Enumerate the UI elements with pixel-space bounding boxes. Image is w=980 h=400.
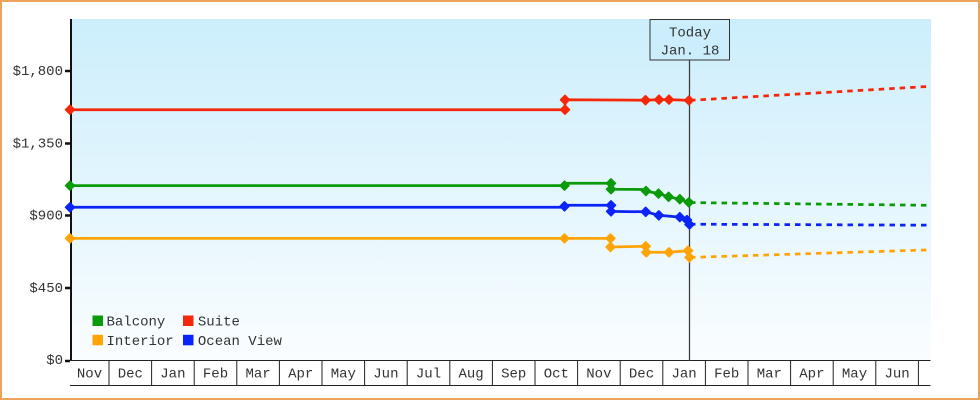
svg-text:Nov: Nov: [586, 367, 611, 383]
svg-text:$450: $450: [29, 281, 63, 297]
svg-text:Balcony: Balcony: [107, 315, 166, 331]
svg-text:$1,800: $1,800: [13, 64, 63, 80]
svg-text:Oct: Oct: [544, 367, 569, 383]
svg-text:Jul: Jul: [416, 367, 441, 383]
svg-text:$0: $0: [46, 353, 63, 369]
svg-text:May: May: [331, 367, 356, 383]
svg-text:Nov: Nov: [77, 367, 102, 383]
svg-text:Sep: Sep: [501, 367, 526, 383]
svg-text:Apr: Apr: [799, 367, 824, 383]
svg-text:May: May: [842, 367, 867, 383]
svg-text:Dec: Dec: [629, 367, 654, 383]
svg-text:Suite: Suite: [198, 315, 240, 331]
svg-text:Mar: Mar: [757, 367, 782, 383]
svg-text:Feb: Feb: [203, 367, 228, 383]
svg-text:Jan. 18: Jan. 18: [661, 44, 720, 60]
svg-text:Feb: Feb: [714, 367, 739, 383]
svg-text:Mar: Mar: [245, 367, 270, 383]
svg-text:Jan: Jan: [671, 367, 696, 383]
svg-text:Interior: Interior: [107, 334, 174, 350]
svg-text:Jan: Jan: [160, 367, 185, 383]
svg-text:Dec: Dec: [118, 367, 143, 383]
svg-text:$1,350: $1,350: [13, 137, 63, 153]
svg-text:Ocean View: Ocean View: [198, 334, 283, 350]
svg-text:$900: $900: [29, 209, 63, 225]
svg-text:Jun: Jun: [884, 367, 909, 383]
svg-text:Aug: Aug: [458, 367, 483, 383]
svg-text:Jun: Jun: [373, 367, 398, 383]
svg-text:Today: Today: [669, 26, 711, 42]
svg-text:Apr: Apr: [288, 367, 313, 383]
